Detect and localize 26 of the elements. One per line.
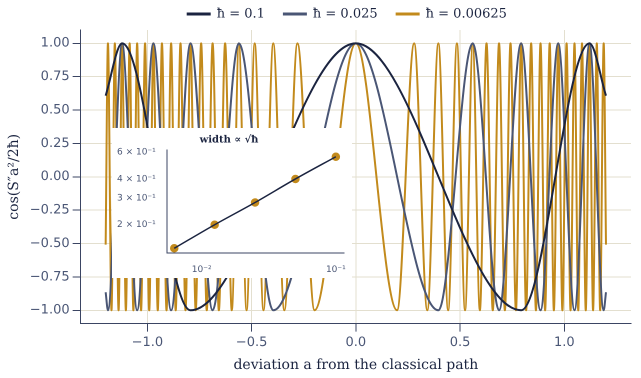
x-tick-label: −1.0 <box>132 334 164 350</box>
x-tick-label: 10⁻² <box>192 264 212 275</box>
x-axis-title: deviation a from the classical path <box>233 357 478 374</box>
legend-label: ħ = 0.025 <box>312 6 378 22</box>
y-tick-label: 0.50 <box>40 102 70 118</box>
y-tick-label: −0.25 <box>30 202 70 218</box>
x-tick-label: −0.5 <box>236 334 268 350</box>
x-tick-label: 10⁻¹ <box>326 264 346 275</box>
y-tick-label: −0.75 <box>30 269 70 284</box>
y-tick-label: 3 × 10⁻¹ <box>116 193 156 204</box>
y-tick-label: 0.00 <box>40 169 70 184</box>
y-tick-label: 4 × 10⁻¹ <box>116 174 156 184</box>
y-tick-label: 1.00 <box>40 36 70 51</box>
x-tick-label: 0.5 <box>450 334 470 350</box>
legend-label: ħ = 0.1 <box>216 6 265 22</box>
y-tick-label: 0.25 <box>40 136 70 151</box>
chart-title: width ∝ √ħ <box>198 134 260 146</box>
y-tick-label: 0.75 <box>40 69 70 84</box>
x-tick-label: 0.0 <box>345 334 366 350</box>
legend-label: ħ = 0.00625 <box>426 6 507 22</box>
y-axis-title: cos(S″a²/2ħ) <box>6 134 22 220</box>
y-tick-label: 6 × 10⁻¹ <box>116 148 156 158</box>
y-tick-label: 2 × 10⁻¹ <box>116 220 156 230</box>
y-tick-label: −1.00 <box>30 302 70 318</box>
x-tick-label: 1.0 <box>554 334 575 350</box>
y-tick-label: −0.50 <box>30 236 70 251</box>
